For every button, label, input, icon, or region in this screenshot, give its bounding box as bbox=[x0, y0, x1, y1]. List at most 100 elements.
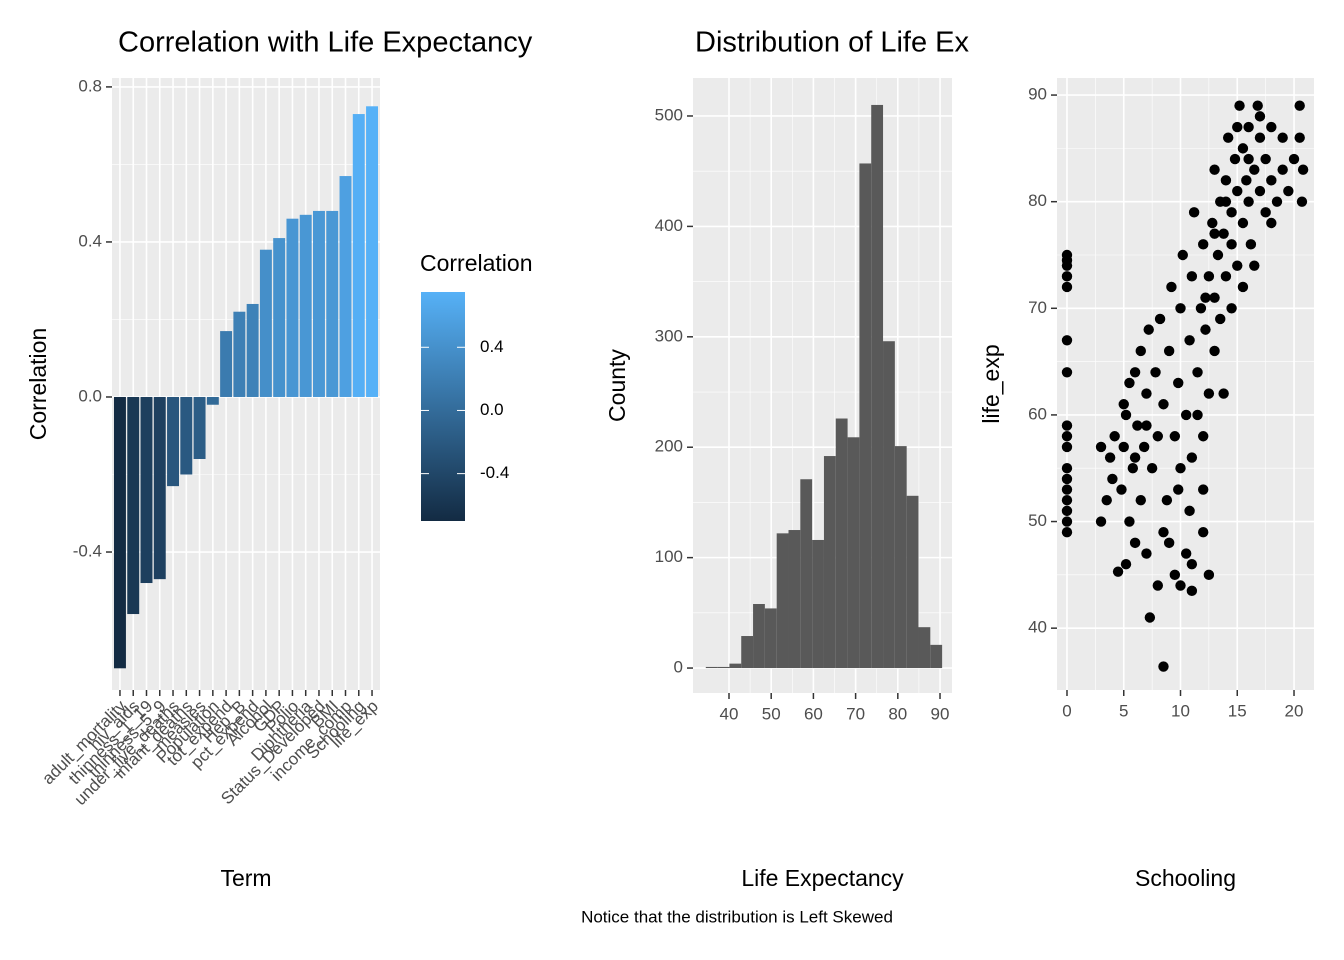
histogram-bar bbox=[906, 495, 919, 669]
point bbox=[1294, 132, 1305, 143]
point bbox=[1203, 271, 1215, 282]
point bbox=[1127, 463, 1139, 474]
point bbox=[1118, 399, 1129, 410]
point bbox=[1175, 303, 1186, 314]
point bbox=[1095, 441, 1107, 453]
x-axis-title: Life Expectancy bbox=[741, 865, 904, 891]
x-tick-label: 50 bbox=[762, 704, 781, 723]
point bbox=[1198, 239, 1209, 250]
point bbox=[1112, 566, 1124, 577]
point bbox=[1254, 111, 1266, 122]
point bbox=[1061, 420, 1073, 431]
point bbox=[1209, 228, 1220, 239]
point bbox=[1144, 612, 1156, 623]
point bbox=[1124, 516, 1135, 527]
caption: Notice that the distribution is Left Ske… bbox=[581, 907, 893, 926]
point bbox=[1061, 484, 1073, 495]
point bbox=[1220, 175, 1232, 186]
histogram-bar bbox=[930, 644, 943, 669]
point bbox=[1226, 239, 1237, 250]
point bbox=[1146, 463, 1158, 474]
histogram-bar bbox=[859, 163, 872, 669]
point bbox=[1188, 207, 1200, 218]
chart-title: Distribution of Life Expectancy bbox=[695, 27, 1086, 59]
point bbox=[1177, 249, 1188, 261]
point bbox=[1215, 313, 1226, 325]
histogram-bar bbox=[823, 456, 836, 669]
point bbox=[1154, 313, 1166, 325]
x-tick-label: 0 bbox=[1062, 701, 1071, 720]
point bbox=[1061, 281, 1073, 293]
legend-label: -0.4 bbox=[480, 463, 509, 482]
point bbox=[1135, 345, 1146, 357]
point bbox=[1158, 399, 1169, 410]
bar bbox=[167, 396, 179, 487]
point bbox=[1200, 292, 1211, 303]
point bbox=[1237, 143, 1249, 154]
point bbox=[1061, 249, 1073, 261]
histogram-bar bbox=[847, 437, 860, 669]
bar bbox=[326, 210, 339, 397]
histogram-bar bbox=[894, 446, 907, 669]
point bbox=[1222, 132, 1234, 143]
bar bbox=[233, 311, 246, 397]
point bbox=[1220, 196, 1232, 207]
x-axis-title: Term bbox=[220, 865, 271, 891]
point bbox=[1141, 548, 1152, 559]
point bbox=[1109, 431, 1120, 442]
point bbox=[1195, 303, 1207, 314]
point bbox=[1226, 207, 1237, 218]
point bbox=[1061, 367, 1073, 378]
point bbox=[1132, 420, 1143, 431]
histogram-bar bbox=[729, 663, 742, 669]
point bbox=[1271, 196, 1283, 207]
y-axis-title: County bbox=[604, 349, 630, 422]
bar bbox=[339, 176, 352, 397]
y-tick-label: 50 bbox=[1028, 511, 1047, 530]
point bbox=[1161, 495, 1173, 506]
point bbox=[1237, 281, 1249, 293]
point bbox=[1218, 388, 1229, 399]
point bbox=[1220, 271, 1232, 282]
point bbox=[1061, 527, 1073, 538]
point bbox=[1245, 239, 1257, 250]
point bbox=[1192, 367, 1203, 378]
point bbox=[1212, 249, 1224, 261]
x-tick-label: 5 bbox=[1119, 701, 1128, 720]
point bbox=[1101, 495, 1112, 506]
histogram-bar bbox=[883, 341, 895, 669]
point bbox=[1173, 484, 1184, 495]
legend-colorbar bbox=[421, 292, 465, 521]
point bbox=[1061, 516, 1073, 527]
point bbox=[1232, 260, 1243, 271]
point bbox=[1143, 324, 1154, 335]
bar bbox=[206, 396, 219, 405]
point bbox=[1116, 484, 1127, 495]
point bbox=[1158, 527, 1169, 538]
y-tick-label: 0.8 bbox=[78, 76, 102, 95]
legend-title: Correlation bbox=[420, 250, 533, 276]
point bbox=[1175, 580, 1186, 591]
histogram-bar bbox=[800, 479, 813, 669]
point bbox=[1243, 196, 1254, 207]
x-tick-label: 80 bbox=[888, 704, 907, 723]
point bbox=[1120, 409, 1132, 421]
y-axis-title: life_exp bbox=[978, 344, 1004, 423]
point bbox=[1104, 452, 1116, 463]
point bbox=[1186, 452, 1198, 463]
point bbox=[1203, 569, 1215, 581]
x-tick-label: 70 bbox=[846, 704, 865, 723]
point bbox=[1152, 431, 1164, 442]
point bbox=[1186, 271, 1198, 282]
point bbox=[1297, 164, 1309, 175]
histogram-bar bbox=[717, 666, 730, 669]
point bbox=[1061, 441, 1073, 453]
point bbox=[1192, 409, 1203, 421]
y-tick-label: 100 bbox=[655, 547, 683, 566]
y-tick-label: -0.4 bbox=[73, 542, 102, 561]
histogram-bar bbox=[776, 533, 789, 669]
point bbox=[1218, 228, 1229, 239]
bar bbox=[113, 396, 126, 669]
point bbox=[1198, 431, 1209, 442]
point bbox=[1296, 196, 1308, 207]
